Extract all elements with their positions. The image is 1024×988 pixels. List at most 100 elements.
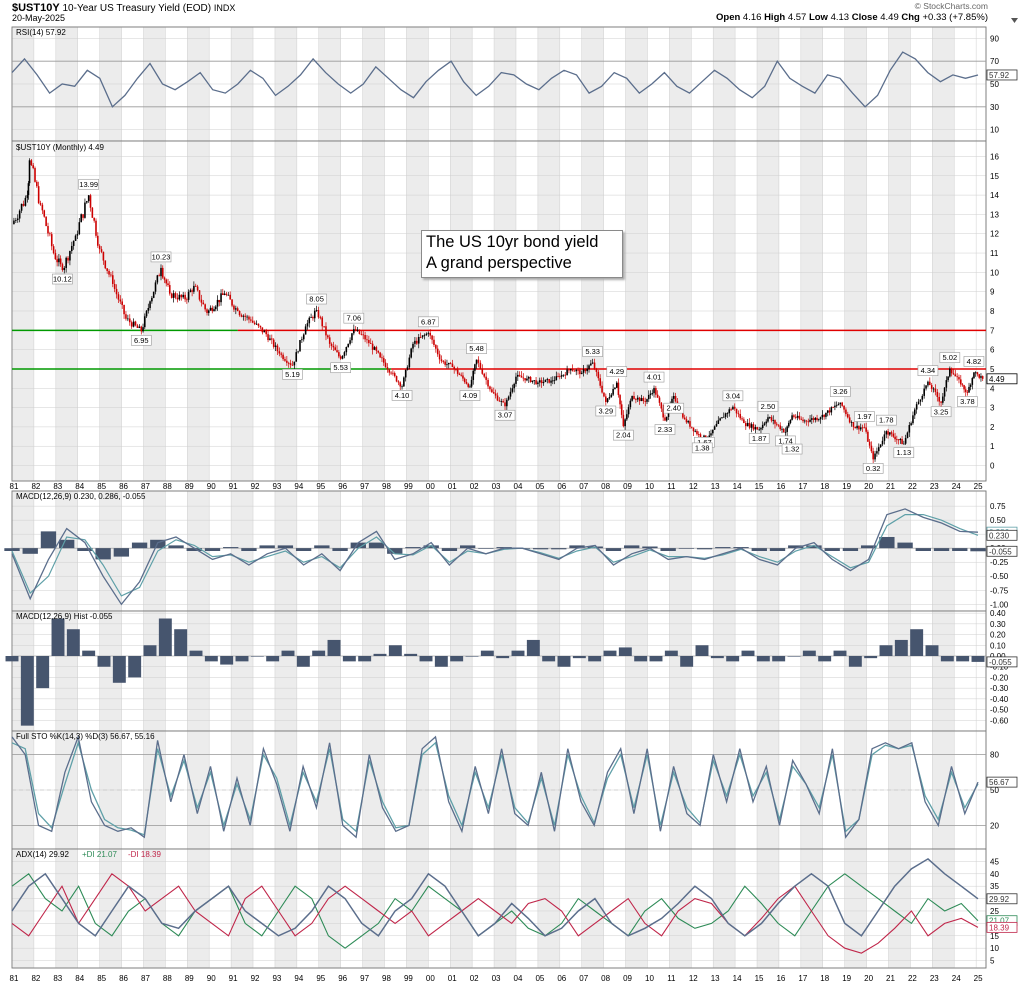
hist-bar	[879, 645, 893, 656]
price-candle-body	[242, 315, 245, 317]
price-candle-body	[276, 345, 279, 352]
price-candle-body	[84, 202, 86, 218]
price-candle-body	[802, 419, 804, 422]
price-candle-body	[859, 427, 862, 430]
price-candle-body	[143, 316, 146, 328]
peak-label: 2.40	[666, 404, 681, 413]
price-candle-body	[61, 264, 64, 271]
trough-label: 1.74	[778, 436, 793, 445]
price-panel-label: $UST10Y (Monthly) 4.49	[16, 143, 104, 152]
chart-date: 20-May-2025	[12, 13, 66, 23]
price-candle-body	[588, 365, 590, 369]
price-candle-body	[216, 299, 219, 307]
hist-bar	[312, 650, 326, 656]
y-tick-label: -0.20	[990, 673, 1009, 682]
hist-last-value-box	[986, 656, 1018, 668]
trough-label-box	[595, 405, 617, 417]
price-candle-body	[958, 377, 960, 380]
macd-histogram-bar	[970, 548, 986, 552]
price-candle-body	[163, 277, 166, 280]
price-candle-body	[32, 165, 34, 169]
hist-bar	[526, 639, 540, 656]
price-candle-body	[41, 204, 44, 211]
adx-plus-label: +DI 21.07	[82, 850, 117, 859]
price-candle-body	[269, 338, 271, 341]
price-candle-body	[63, 267, 66, 271]
year-shade	[318, 491, 341, 611]
x-tick-label: 21	[886, 482, 895, 491]
peak-label-box	[963, 356, 985, 367]
hist-bar	[281, 650, 295, 656]
year-shade	[494, 491, 516, 611]
price-candle-body	[502, 401, 504, 403]
price-candle-body	[379, 352, 381, 358]
price-candle-body	[390, 372, 392, 374]
x-tick-label: 93	[272, 974, 281, 983]
price-last-value-box	[986, 373, 1018, 385]
price-candle-body	[319, 317, 322, 319]
price-candle-body	[265, 330, 267, 335]
price-candle-body	[22, 203, 25, 206]
macd-histogram-bar	[806, 545, 822, 549]
price-candle-body	[18, 210, 21, 219]
price-candle-body	[876, 451, 878, 454]
price-candle-body	[874, 453, 876, 460]
peak-label: 13.99	[79, 180, 98, 189]
hist-bar	[818, 656, 832, 662]
chevron-down-icon[interactable]	[1011, 11, 1018, 23]
price-candle-body	[98, 245, 101, 250]
trough-label-box	[391, 390, 413, 401]
x-tick-label: 14	[733, 974, 742, 983]
price-candle-body	[49, 233, 51, 235]
chg-value: +0.33 (+7.85%)	[922, 12, 989, 23]
hist-bar	[680, 656, 694, 667]
macd-histogram-bar	[77, 548, 93, 551]
price-candle-body	[134, 321, 137, 326]
year-shade	[99, 611, 122, 731]
hist-bar	[756, 656, 770, 662]
adx-last-plus-di: 21.07	[989, 917, 1010, 926]
price-candle-body	[593, 362, 596, 369]
price-candle-body	[117, 294, 120, 300]
price-candle-body	[52, 246, 55, 254]
price-candle-body	[950, 368, 953, 374]
price-candle-body	[646, 399, 648, 402]
y-tick-label: 10	[990, 126, 999, 135]
adx-label: ADX(14) 29.92	[16, 850, 69, 859]
price-candle-body	[297, 351, 299, 353]
price-candle-body	[542, 382, 545, 384]
price-candle-body	[638, 397, 641, 402]
macd-histogram-bar	[788, 545, 804, 549]
price-candle-body	[854, 426, 857, 429]
price-candle-body	[336, 350, 338, 353]
price-candle-body	[308, 317, 311, 324]
price-candle-body	[161, 267, 164, 278]
price-candle-body	[899, 439, 902, 441]
price-candle-body	[291, 364, 294, 366]
x-tick-label: 25	[974, 974, 983, 983]
hist-bar	[802, 650, 816, 656]
price-candle-body	[697, 434, 700, 436]
x-tick-label: 06	[557, 482, 566, 491]
price-candle-body	[356, 329, 359, 331]
price-candle-body	[347, 343, 349, 348]
x-tick-label: 98	[382, 482, 391, 491]
price-candle-body	[835, 405, 838, 407]
price-candle-body	[286, 360, 288, 363]
price-candle-body	[334, 347, 337, 351]
trough-label: 4.09	[463, 391, 478, 400]
y-tick-label: -0.30	[990, 684, 1009, 693]
hist-bar	[5, 656, 19, 662]
macd-histogram-bar	[605, 548, 622, 551]
year-shade	[318, 849, 341, 968]
price-candle-body	[410, 348, 412, 358]
x-tick-label: 14	[733, 482, 742, 491]
price-candle-body	[206, 309, 208, 313]
price-candle-body	[640, 398, 643, 402]
y-tick-label: 50	[990, 80, 999, 89]
price-candle-body	[343, 352, 346, 356]
price-candle-body	[765, 421, 768, 424]
price-candle-body	[850, 422, 853, 423]
macd-histogram-bar	[551, 548, 567, 550]
price-candle-body	[726, 413, 729, 414]
